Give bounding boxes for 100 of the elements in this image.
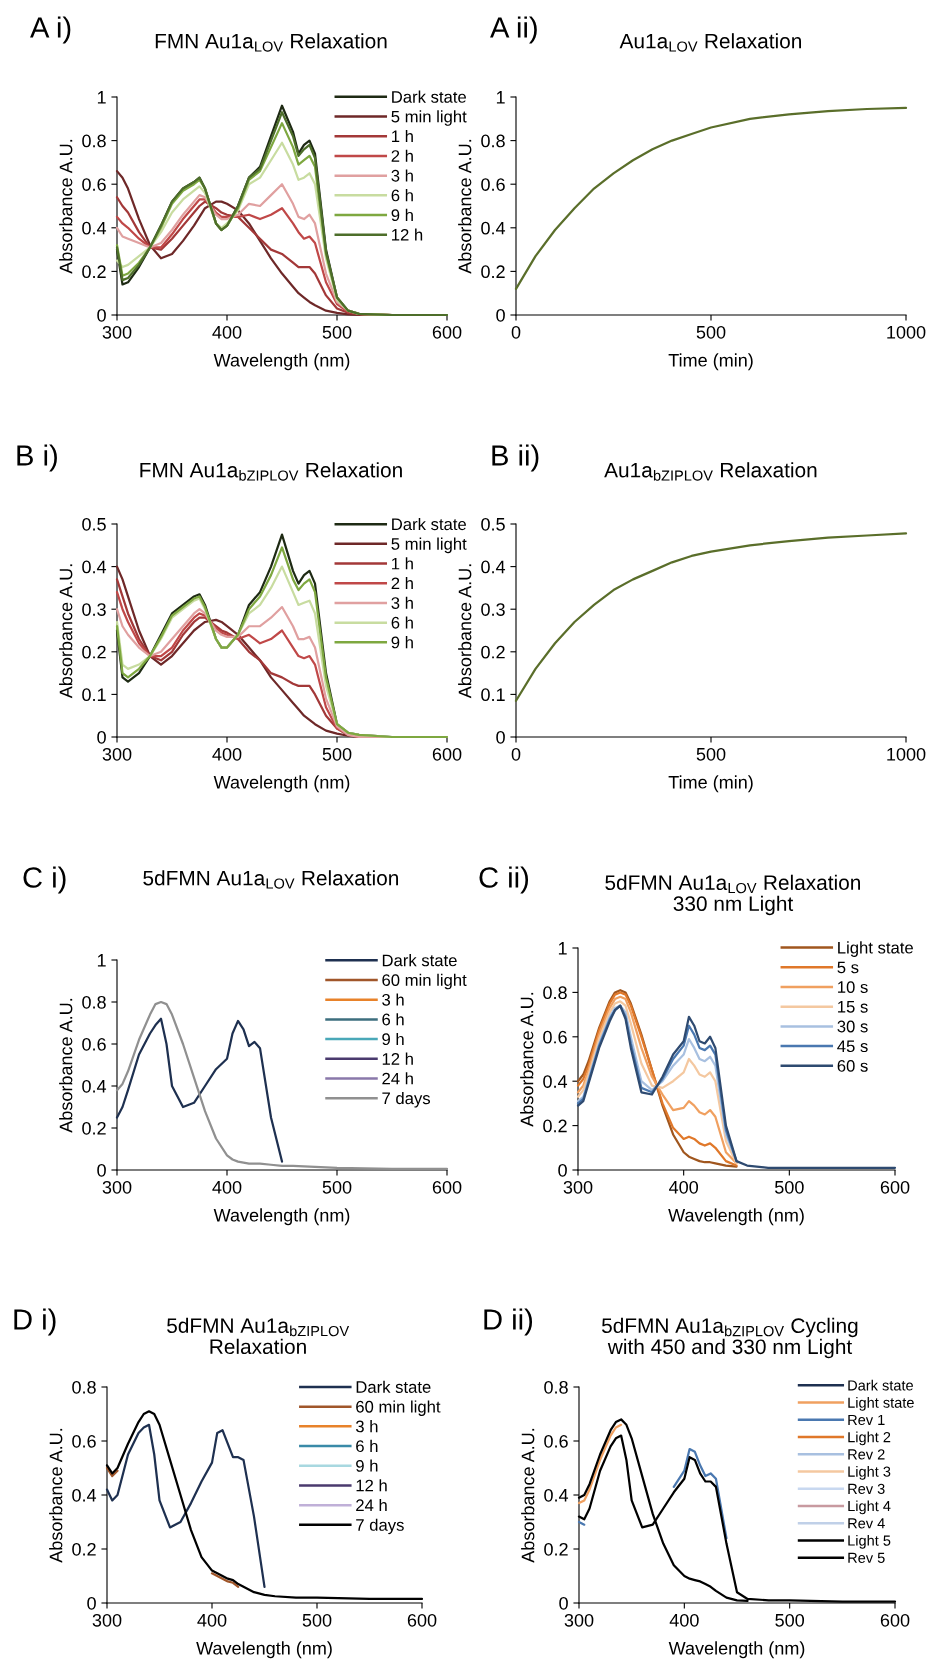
legend-label: Rev 3 — [848, 1483, 885, 1495]
y-tick-label: 0 — [559, 1596, 568, 1610]
y-axis-title: Absorbance A.U. — [59, 139, 73, 274]
x-tick-label: 300 — [563, 1180, 593, 1194]
x-tick-label: 400 — [197, 1613, 227, 1627]
x-tick-label: 300 — [102, 747, 132, 761]
x-tick-label: 1000 — [887, 325, 926, 339]
chart-title: FMN Au1a$_{LOV}$ Relaxation — [155, 33, 387, 52]
legend-label: 9 h — [356, 1459, 378, 1472]
legend-label: 7 days — [382, 1091, 431, 1108]
x-tick-label: 500 — [696, 325, 726, 339]
legend-label: Dark state — [392, 517, 466, 531]
legend-label: 5 min light — [391, 110, 467, 126]
legend-label: 12 h — [382, 1052, 413, 1065]
x-tick-label: 500 — [322, 747, 352, 761]
y-axis-title: Absorbance A.U. — [520, 992, 534, 1127]
x-tick-label: 300 — [564, 1613, 594, 1627]
y-tick-label: 0 — [97, 730, 106, 744]
legend-label: 15 s — [838, 1001, 868, 1013]
legend-label: 24 h — [356, 1498, 387, 1511]
legend-label: 1 h — [392, 129, 413, 143]
chart-title: 5dFMN Au1a$_{bZIPLOV}$ Cycling with 450 and 330 nm Light — [601, 1317, 858, 1359]
legend-label: 12 h — [392, 228, 423, 241]
x-axis-title: Wavelength (nm) — [668, 1208, 804, 1226]
y-tick-label: 0.8 — [82, 134, 106, 148]
x-axis-title: Wavelength (nm) — [213, 775, 350, 793]
legend-label: 2 h — [391, 577, 413, 590]
y-tick-label: 0.2 — [82, 265, 106, 279]
y-tick-label: 0.6 — [82, 178, 106, 191]
y-tick-label: 0.6 — [543, 1030, 567, 1044]
chart-title: 5dFMN Au1a$_{LOV}$ Relaxation — [143, 870, 398, 889]
legend-label: 2 h — [391, 149, 413, 162]
y-tick-label: 0.8 — [544, 1380, 568, 1394]
legend-label: 3 h — [355, 1420, 378, 1433]
legend-label: 9 h — [382, 1032, 404, 1046]
x-tick-label: 400 — [212, 1180, 242, 1194]
y-tick-label: 0.2 — [543, 1119, 567, 1133]
y-tick-label: 0 — [87, 1596, 96, 1610]
x-axis-title: Wavelength (nm) — [668, 1641, 805, 1659]
x-tick-label: 600 — [880, 1180, 910, 1194]
y-axis-title: Absorbance A.U. — [458, 564, 472, 699]
y-axis-title: Absorbance A.U. — [458, 139, 472, 274]
y-tick-label: 0 — [97, 1163, 106, 1177]
legend-label: 60 min light — [382, 973, 467, 990]
y-tick-label: 0 — [496, 730, 505, 744]
y-tick-label: 0.4 — [481, 221, 506, 235]
y-tick-label: 0.4 — [543, 1075, 568, 1088]
x-tick-label: 300 — [92, 1613, 122, 1627]
y-tick-label: 0.2 — [72, 1542, 96, 1556]
legend-label: 10 s — [838, 981, 868, 993]
chart-title: 5dFMN Au1a$_{LOV}$ Relaxation 330 nm Light — [605, 874, 860, 916]
y-tick-label: 0.4 — [82, 1079, 107, 1093]
y-tick-label: 0.2 — [82, 1121, 106, 1135]
x-tick-label: 600 — [880, 1613, 910, 1627]
x-tick-label: 300 — [102, 325, 132, 339]
text: A ii) — [490, 16, 537, 44]
legend-label: Light 3 — [848, 1466, 891, 1480]
y-tick-label: 0.4 — [544, 1488, 569, 1502]
legend-label: 6 h — [382, 1013, 404, 1026]
text: D i) — [14, 1308, 56, 1336]
legend-label: Dark state — [392, 90, 466, 103]
legend-label: 6 h — [391, 189, 413, 202]
legend-label: 6 h — [391, 616, 413, 629]
x-axis-title: Wavelength (nm) — [196, 1641, 332, 1659]
y-tick-label: 0 — [97, 308, 106, 322]
legend-label: Rev 2 — [848, 1449, 885, 1460]
text: A i) — [30, 16, 71, 44]
x-tick-label: 600 — [432, 325, 462, 339]
x-tick-label: 400 — [669, 1180, 699, 1194]
y-tick-label: 0.5 — [82, 517, 106, 531]
legend-label: Rev 4 — [848, 1518, 885, 1529]
y-tick-label: 1 — [97, 954, 106, 967]
legend-label: Dark state — [356, 1380, 431, 1393]
legend-label: 45 s — [837, 1040, 868, 1053]
x-tick-label: 400 — [212, 325, 242, 339]
x-tick-label: 600 — [407, 1613, 437, 1627]
legend-label: Light state — [848, 1397, 914, 1411]
y-tick-label: 0.4 — [82, 221, 107, 235]
x-tick-label: 0 — [511, 747, 521, 761]
legend-label: 6 h — [356, 1439, 378, 1453]
x-axis-title: Wavelength (nm) — [213, 1208, 350, 1226]
x-tick-label: 500 — [322, 325, 352, 339]
legend-label: Dark state — [848, 1379, 913, 1391]
chart-title: FMN Au1a$_{bZIPLOV}$ Relaxation — [140, 462, 402, 481]
y-axis-title: Absorbance A.U. — [59, 998, 73, 1133]
legend-label: 5 min light — [391, 537, 467, 554]
y-tick-label: 0 — [558, 1163, 567, 1177]
legend-label: 9 h — [391, 636, 413, 649]
text: B i) — [17, 444, 57, 472]
legend-label: Light 2 — [848, 1431, 891, 1446]
legend-label: Rev 5 — [848, 1552, 885, 1563]
y-tick-label: 0.4 — [481, 560, 506, 574]
y-tick-label: 0.3 — [481, 603, 505, 616]
y-tick-label: 1 — [558, 942, 567, 955]
y-axis-title: Absorbance A.U. — [59, 564, 73, 699]
legend-label: Rev 1 — [848, 1414, 885, 1426]
legend-label: 1 h — [392, 557, 413, 570]
y-tick-label: 1 — [97, 91, 106, 104]
x-tick-label: 500 — [774, 1180, 804, 1194]
y-tick-label: 0.2 — [481, 645, 505, 659]
